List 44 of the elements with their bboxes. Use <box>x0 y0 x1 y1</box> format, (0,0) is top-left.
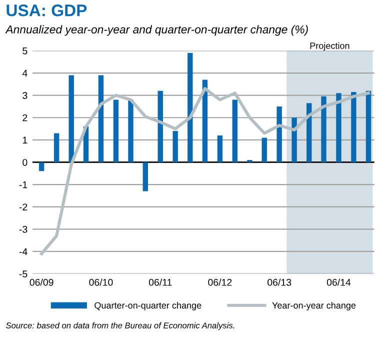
y-tick-label: -3 <box>19 226 28 233</box>
y-tick-label: -5 <box>19 270 28 278</box>
bar <box>202 80 208 162</box>
x-tick-label: 06/13 <box>268 278 292 286</box>
bar <box>113 100 119 162</box>
y-tick-label: 2 <box>22 114 28 122</box>
bar <box>38 162 44 172</box>
chart-title: USA: GDP <box>6 4 87 16</box>
y-tick-label: 3 <box>22 92 28 99</box>
bar <box>336 93 342 162</box>
legend-label: Quarter-on-quarter change <box>94 302 202 310</box>
y-tick-label: 0 <box>22 158 28 166</box>
x-tick-label: 06/09 <box>30 278 54 286</box>
bar <box>217 135 223 162</box>
bar <box>292 118 297 162</box>
bar <box>351 92 356 162</box>
y-tick-label: 5 <box>22 48 28 54</box>
line-series <box>40 87 370 256</box>
x-tick-label: 06/12 <box>208 278 232 286</box>
x-tick-label: 06/14 <box>326 278 351 286</box>
bar <box>158 90 163 162</box>
x-tick-label: 06/11 <box>148 278 172 286</box>
bar <box>232 100 238 162</box>
bar <box>172 131 178 162</box>
bar <box>262 138 267 162</box>
y-tick-label: 4 <box>22 70 28 77</box>
bar <box>188 52 193 162</box>
legend-label: Year-on-year change <box>272 302 356 310</box>
y-tick-label: 1 <box>22 136 28 144</box>
bar <box>98 75 104 162</box>
bar <box>128 100 134 162</box>
bar <box>54 133 60 162</box>
band-label: Projection <box>310 42 350 51</box>
bar <box>142 162 148 192</box>
chart-subtitle: Annualized year-on-year and quarter-on-quarter change (%) <box>5 25 308 36</box>
y-tick-label: -4 <box>19 248 28 255</box>
bar <box>366 90 372 162</box>
bar <box>321 96 326 162</box>
y-tick-label: -1 <box>19 181 28 188</box>
x-tick-label: 06/10 <box>89 278 113 286</box>
source-note: Source: based on data from the Bureau of Economic Analysis. <box>6 322 234 330</box>
bar <box>276 106 282 162</box>
bar <box>68 75 74 162</box>
y-tick-label: -2 <box>19 204 28 210</box>
